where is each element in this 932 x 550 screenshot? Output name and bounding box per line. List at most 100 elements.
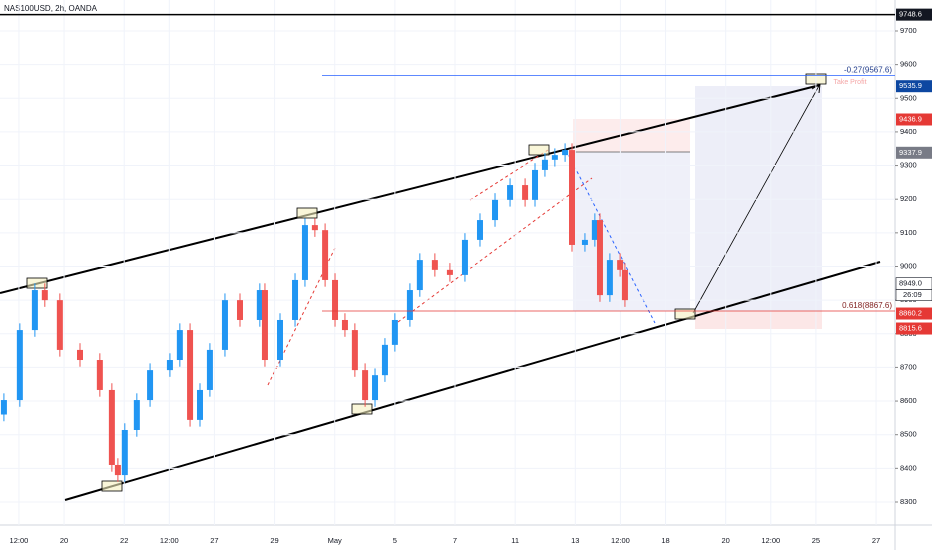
candle-body	[391, 319, 398, 345]
candle-body	[461, 239, 468, 275]
marker-box	[101, 480, 123, 492]
y-tick-label: 9100	[900, 228, 917, 237]
x-tick-label: 20	[60, 536, 68, 545]
dashed-guide	[397, 177, 593, 323]
price-tag-label: 9337.9	[899, 148, 922, 157]
candle-body	[372, 375, 379, 401]
candle-body	[591, 220, 598, 240]
y-tick-label: 9200	[900, 194, 917, 203]
x-tick-label: 12:00	[761, 536, 780, 545]
candle-body	[562, 150, 569, 156]
fib-label: -0.27(9567.6)	[844, 66, 892, 75]
candle-body	[221, 300, 228, 350]
x-tick-label: 29	[270, 536, 278, 545]
chart-title: NAS100USD, 2h, OANDA	[4, 4, 98, 13]
price-tag-label: 8815.6	[899, 324, 922, 333]
candle-body	[16, 330, 23, 401]
candle-body	[96, 360, 103, 390]
candle-body	[114, 464, 121, 476]
candle-body	[522, 185, 529, 200]
candle-body	[351, 330, 358, 371]
y-tick-label: 8700	[900, 362, 917, 371]
price-tag-label: 8949.0	[899, 279, 922, 288]
x-tick-label: 12:00	[10, 536, 29, 545]
candle-body	[446, 269, 453, 275]
countdown-tag	[895, 289, 932, 301]
candle-body	[133, 400, 140, 430]
marker-box	[674, 308, 696, 320]
candle-body	[261, 290, 268, 361]
candle-body	[236, 300, 243, 320]
x-tick-label: 27	[210, 536, 218, 545]
candle-body	[0, 400, 7, 415]
marker-box	[528, 144, 550, 156]
x-tick-label: 7	[453, 536, 457, 545]
x-tick-label: 25	[812, 536, 820, 545]
candle-body	[569, 150, 576, 245]
candle-body	[292, 279, 299, 320]
x-tick-label: May	[328, 536, 342, 545]
x-tick-label: 13	[571, 536, 579, 545]
y-tick-label: 9700	[900, 26, 917, 35]
candle-body	[492, 199, 499, 221]
candle-body	[551, 155, 558, 160]
candle-body	[581, 239, 588, 245]
marker-box	[26, 277, 48, 289]
countdown: 26:09	[903, 290, 922, 299]
price-tag	[896, 146, 932, 159]
dashed-guide	[565, 149, 656, 324]
x-tick-label: 12:00	[611, 536, 630, 545]
candle-body	[108, 389, 115, 465]
channel-upper	[0, 84, 821, 294]
x-tick-label: 18	[661, 536, 669, 545]
candle-body	[617, 260, 624, 270]
price-tag	[896, 8, 932, 21]
candle-body	[41, 290, 48, 301]
candle-body	[341, 319, 348, 331]
price-tag-label: 9535.9	[899, 81, 922, 90]
candle-body	[507, 185, 514, 200]
candle-body	[206, 349, 213, 390]
candle-body	[322, 230, 329, 280]
x-tick-label: 11	[511, 536, 519, 545]
arrow	[692, 83, 821, 314]
fib-label: 0.618(8867.6)	[842, 301, 892, 310]
y-tick-label: 9000	[900, 261, 917, 270]
y-tick-label: 8300	[900, 497, 917, 506]
candle-body	[362, 370, 369, 401]
candle-body	[176, 330, 183, 361]
candle-body	[476, 220, 483, 240]
candle-body	[256, 290, 263, 320]
target-zone	[573, 152, 690, 311]
price-tag	[896, 307, 932, 320]
price-tag	[896, 322, 932, 335]
candle-body	[187, 330, 194, 420]
price-tag-label: 9436.9	[899, 114, 922, 123]
channel-lower	[64, 261, 881, 501]
candle-body	[166, 360, 173, 371]
candle-body	[596, 220, 603, 296]
candle-body	[381, 344, 388, 376]
stop-zone	[573, 119, 690, 152]
candle-body	[196, 389, 203, 420]
y-tick-label: 8500	[900, 430, 917, 439]
take-profit-label: Take Profit	[833, 79, 866, 86]
x-tick-label: 20	[722, 536, 730, 545]
candle-body	[56, 300, 63, 350]
price-tag-label: 9748.6	[899, 10, 922, 19]
x-tick-label: 27	[872, 536, 880, 545]
x-tick-label: 12:00	[160, 536, 179, 545]
y-tick-label: 9600	[900, 60, 917, 69]
x-tick-label: 5	[393, 536, 397, 545]
candle-body	[121, 429, 128, 476]
stop-zone	[695, 311, 822, 329]
y-tick-label: 9500	[900, 93, 917, 102]
candle-body	[301, 225, 308, 280]
marker-box	[296, 207, 318, 219]
target-zone	[695, 86, 822, 311]
y-tick-label: 9300	[900, 161, 917, 170]
candle-body	[532, 169, 539, 200]
marker-box	[351, 403, 373, 415]
candle-body	[311, 225, 318, 231]
